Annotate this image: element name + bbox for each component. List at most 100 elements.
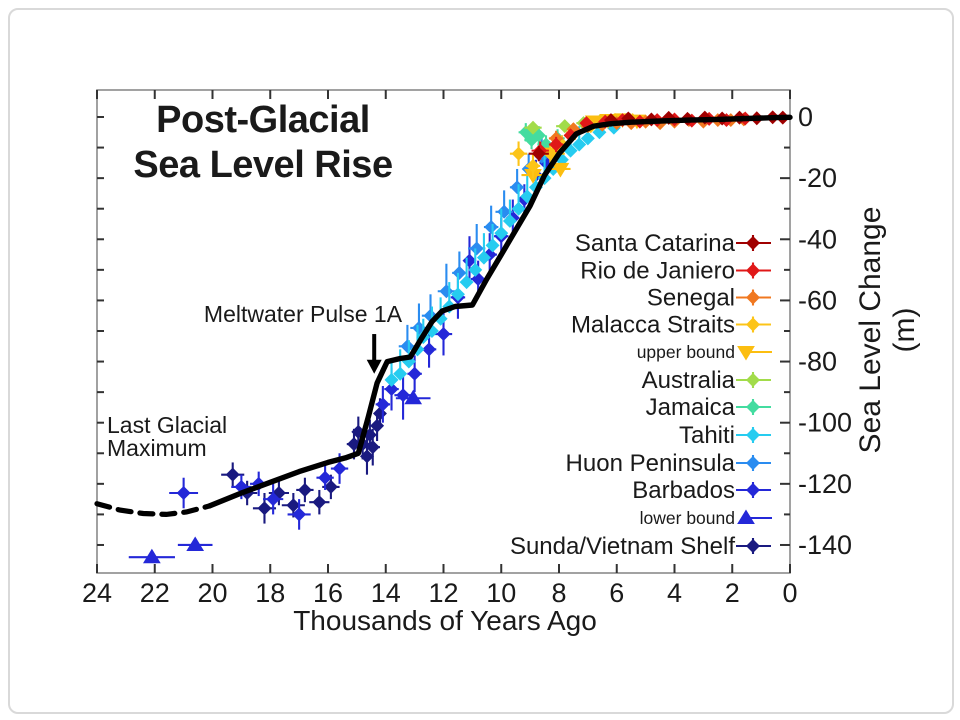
diamond-marker [384, 382, 399, 397]
chart-title-line1: Post-Glacial [156, 99, 370, 141]
legend-label: Malacca Straits [571, 312, 735, 339]
diamond-marker [580, 131, 595, 146]
diamond-marker [511, 201, 526, 216]
triangle-up-marker [737, 509, 755, 525]
diamond-marker [511, 146, 526, 161]
triangle-down-marker [551, 162, 570, 178]
y-tick-label: -140 [798, 530, 852, 560]
legend-label: Tahiti [679, 422, 735, 449]
chart-title-line2: Sea Level Rise [133, 144, 393, 186]
diamond-marker [452, 265, 467, 280]
legend-marker [736, 399, 771, 415]
diamond-marker [459, 275, 474, 290]
diamond-marker [297, 482, 312, 497]
legend-label: lower bound [640, 508, 735, 528]
diamond-marker [407, 366, 422, 381]
diamond-marker [266, 492, 281, 507]
legend-item-upper-bound: upper bound [637, 342, 772, 362]
x-tick-labels: 24 22 20 18 16 14 12 10 8 6 4 2 0 [82, 578, 798, 608]
diamond-marker [520, 189, 535, 204]
legend-marker [736, 316, 771, 333]
diamond-marker [323, 479, 338, 494]
diamond-marker [746, 263, 760, 278]
legend-marker [736, 482, 771, 498]
diamond-marker [526, 120, 540, 135]
legend-marker [737, 509, 772, 525]
x-tick-label: 16 [313, 578, 343, 608]
legend-item-jamaica: Jamaica [646, 394, 771, 421]
x-tick-label: 14 [371, 578, 401, 608]
legend-label: Sunda/Vietnam Shelf [510, 533, 735, 560]
diamond-marker [572, 137, 587, 152]
diamond-marker [332, 461, 347, 476]
x-tick-label: 6 [609, 578, 624, 608]
legend-item-senegal: Senegal [647, 285, 771, 312]
diamond-marker [176, 486, 191, 500]
diamond-marker [318, 470, 333, 485]
axis-ticks [96, 90, 791, 573]
x-tick-label: 10 [486, 578, 516, 608]
diamond-marker [375, 397, 390, 412]
y-tick-label: -80 [798, 347, 837, 377]
legend-marker [736, 289, 771, 306]
diamond-marker [365, 440, 380, 455]
x-tick-label: 2 [725, 578, 740, 608]
diamond-marker [510, 180, 525, 195]
triangle-up-marker [186, 536, 205, 552]
diamond-marker [292, 507, 307, 522]
diamond-marker [422, 342, 437, 357]
legend-marker [737, 345, 772, 361]
diamond-marker [746, 317, 760, 332]
annotation-lgm-line2: Maximum [107, 435, 207, 461]
y-tick-label: -40 [798, 224, 837, 254]
legend-marker [736, 235, 771, 251]
diamond-marker [286, 498, 301, 513]
diamond-marker [359, 449, 374, 464]
diamond-marker [746, 373, 760, 387]
diamond-marker [746, 428, 760, 442]
diamond-marker [531, 128, 546, 143]
diamond-marker [400, 339, 415, 354]
legend-label: Huon Peninsula [566, 450, 736, 477]
diamond-marker [384, 372, 399, 387]
legend-item-barbados: Barbados [632, 477, 771, 504]
diamond-marker [476, 250, 491, 265]
annotation-last-glacial-maximum: Last Glacial Maximum [107, 414, 307, 460]
diamond-marker [746, 290, 760, 305]
diamond-marker [746, 400, 760, 414]
x-tick-label: 4 [667, 578, 682, 608]
diamond-marker [563, 143, 578, 158]
y-tick-labels: 0 -20 -40 -60 -80 -100 -120 -140 [798, 102, 852, 560]
diamond-marker [549, 137, 564, 152]
annotation-meltwater-pulse: Meltwater Pulse 1A [203, 301, 403, 327]
arrow-head [366, 359, 382, 374]
x-tick-label: 0 [782, 578, 797, 608]
y-tick-label: -60 [798, 285, 837, 315]
meltwater-arrow-icon [366, 334, 382, 374]
y-tick-label: 0 [798, 102, 813, 132]
diamond-marker [468, 262, 483, 277]
diamond-marker [484, 220, 499, 235]
diamond-marker [225, 467, 240, 482]
diamond-marker [502, 213, 517, 228]
legend-marker [736, 455, 771, 471]
x-axis-title: Thousands of Years Ago [293, 605, 597, 636]
series-lower-bound [128, 389, 431, 564]
legend-item-sunda-vietnam-shelf: Sunda/Vietnam Shelf [510, 533, 771, 560]
legend-item-huon-peninsula: Huon Peninsula [566, 450, 771, 477]
series-barbados [169, 150, 553, 530]
diamond-marker [746, 539, 760, 553]
x-tick-label: 20 [197, 578, 227, 608]
annotation-lgm-line1: Last Glacial [107, 412, 228, 438]
diamond-marker [746, 236, 760, 250]
legend-marker [736, 427, 771, 443]
x-tick-label: 8 [551, 578, 566, 608]
legend-item-australia: Australia [642, 367, 771, 394]
triangle-up-marker [142, 548, 161, 564]
diamond-marker [450, 287, 465, 302]
diamond-marker [436, 327, 451, 342]
y-tick-label: -20 [798, 163, 837, 193]
diamond-marker [396, 388, 411, 403]
